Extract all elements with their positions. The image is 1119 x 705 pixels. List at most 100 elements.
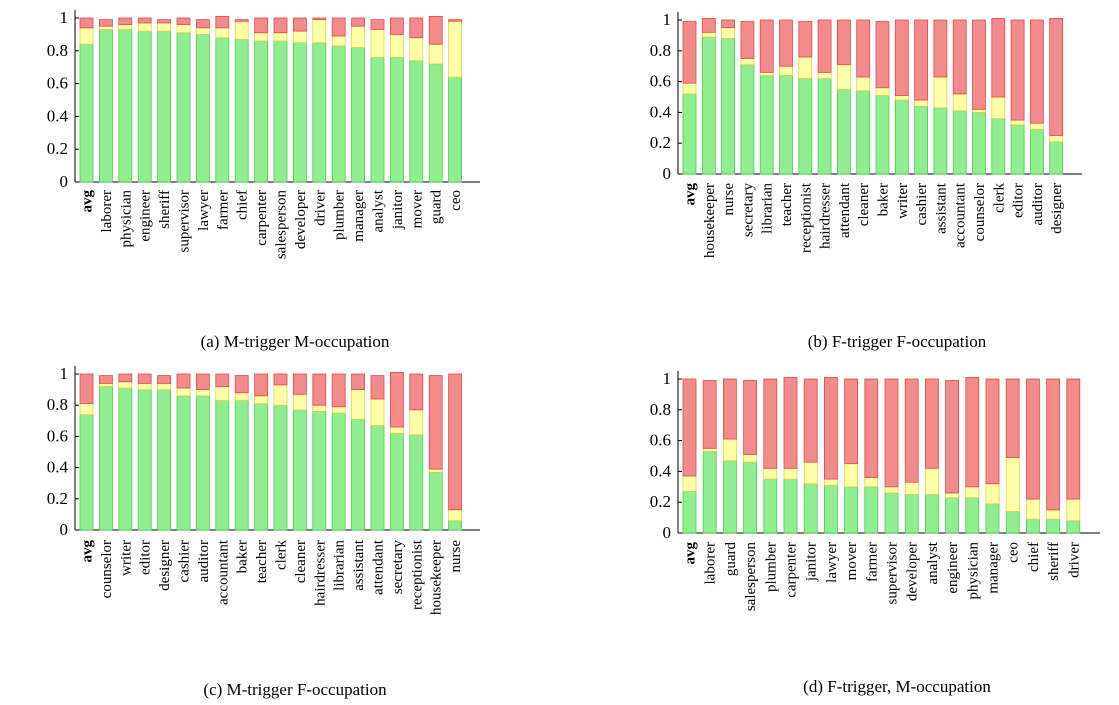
bar-segment-green: [448, 520, 463, 531]
y-tick-label: 1: [60, 364, 69, 383]
bar-segment-green: [702, 450, 717, 534]
chart-b: (b) F-trigger F-occupation 0 0.2 0.4 0.6 0.8…: [650, 10, 1082, 351]
category-label: farmer: [864, 542, 880, 582]
category-label: nurse: [448, 540, 464, 573]
bar-segment-green: [933, 107, 948, 175]
caption-d: (d) F-trigger, M-occupation: [803, 677, 991, 696]
bar-segment-red: [195, 19, 210, 29]
category-label: avg: [80, 190, 96, 213]
bar-segment-green: [448, 76, 463, 183]
bar-segment-yellow: [273, 32, 288, 42]
bar-segment-green: [234, 400, 249, 531]
bar-segment-yellow: [798, 56, 813, 79]
bar-segment-red: [1026, 378, 1040, 500]
bar-segment-red: [723, 378, 737, 440]
bar-segment-green: [803, 483, 818, 534]
bar-segment-red: [1066, 378, 1081, 500]
bar-segment-yellow: [157, 22, 172, 32]
bar-segment-green: [99, 386, 113, 531]
bar-segment-yellow: [448, 20, 463, 78]
bar-segment-yellow: [1030, 122, 1044, 130]
bar-segment-green: [389, 432, 404, 531]
bar-segment-red: [985, 378, 1000, 485]
bar-segment-green: [79, 43, 94, 183]
bar-segment-yellow: [904, 481, 919, 495]
bar-segment-yellow: [991, 96, 1006, 119]
bar-segment-yellow: [759, 71, 774, 76]
y-tick-label: 0.4: [47, 458, 69, 477]
bar-segment-red: [370, 19, 385, 30]
bar-segment-yellow: [894, 95, 909, 101]
bar-segment-yellow: [875, 87, 890, 96]
bar-segment-yellow: [779, 65, 793, 76]
bar-segment-red: [448, 373, 463, 511]
category-label: designer: [1049, 183, 1065, 234]
bar-segment-green: [254, 40, 269, 183]
bar-segment-green: [824, 484, 838, 534]
category-label: attendant: [837, 182, 853, 238]
category-label: cashier: [914, 183, 930, 225]
bar-segment-red: [409, 17, 424, 39]
bar-segment-green: [118, 29, 133, 183]
bar-segment-green: [176, 32, 191, 183]
bar-segment-green: [1010, 124, 1025, 175]
bar-segment-red: [904, 378, 919, 483]
bar-segment-green: [176, 395, 191, 531]
bar-segment-red: [894, 19, 909, 96]
category-label: editor: [138, 540, 154, 575]
y-tick-label: 0.4: [650, 102, 672, 121]
bar-segment-red: [176, 17, 191, 25]
bar-segment-green: [292, 42, 307, 183]
category-label: writer: [895, 183, 911, 219]
bar-segment-red: [331, 373, 346, 408]
category-label: hairdresser: [312, 540, 328, 606]
bar-segment-green: [1049, 141, 1064, 175]
caption-c: (c) M-trigger F-occupation: [203, 680, 387, 699]
bar-segment-red: [817, 19, 832, 73]
category-label: librarian: [760, 183, 776, 234]
bar-segment-red: [682, 378, 697, 477]
category-label: carpenter: [784, 542, 800, 598]
category-label: counselor: [972, 183, 988, 241]
category-label: attendant: [371, 539, 387, 595]
bar-segment-red: [779, 19, 793, 67]
bar-segment-green: [409, 434, 424, 531]
bar-segment-yellow: [448, 509, 463, 522]
bar-segment-red: [682, 21, 697, 84]
y-tick-label: 0: [663, 523, 672, 542]
bar-segment-yellow: [234, 392, 249, 401]
bar-segment-red: [702, 380, 717, 449]
bar-segment-red: [137, 373, 152, 384]
bar-segment-green: [389, 56, 404, 183]
bar-segment-red: [351, 17, 366, 27]
bar-segment-red: [933, 19, 948, 78]
bar-segment-yellow: [428, 43, 443, 65]
bar-segment-yellow: [273, 384, 288, 406]
bar-segment-yellow: [952, 93, 967, 112]
bar-segment-green: [925, 494, 939, 534]
category-label: physician: [965, 542, 981, 600]
bar-segment-yellow: [118, 24, 133, 30]
category-label: chief: [235, 190, 251, 220]
bar-segment-yellow: [292, 30, 307, 44]
category-label: analyst: [925, 541, 941, 584]
bar-segment-red: [1010, 19, 1025, 121]
bar-segment-yellow: [1010, 119, 1025, 126]
y-tick-label: 0.2: [650, 492, 671, 511]
bar-segment-green: [312, 42, 327, 183]
bar-segment-green: [1005, 511, 1020, 534]
y-tick-label: 1: [663, 10, 672, 29]
bar-segment-green: [428, 471, 443, 531]
bar-segment-green: [914, 105, 928, 175]
bar-segment-red: [137, 17, 152, 24]
bar-segment-red: [991, 18, 1006, 98]
category-label: housekeeper: [702, 183, 718, 258]
category-label: avg: [80, 540, 96, 563]
bar-segment-yellow: [1046, 509, 1060, 520]
category-label: guard: [723, 542, 739, 577]
bar-segment-yellow: [844, 463, 858, 488]
bar-segment-red: [837, 19, 851, 66]
y-tick-label: 0.2: [47, 139, 68, 158]
bar-segment-green: [1030, 128, 1044, 175]
bar-segment-yellow: [428, 468, 443, 473]
